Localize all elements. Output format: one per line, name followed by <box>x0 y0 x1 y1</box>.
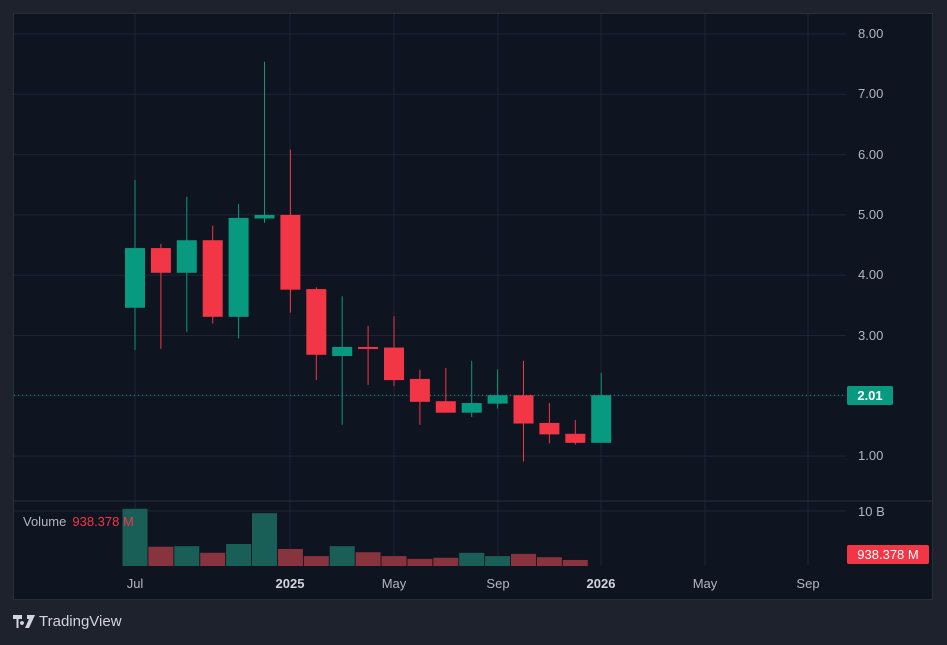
last-price-badge: 2.01 <box>847 386 893 405</box>
volume-bar <box>174 546 200 566</box>
tradingview-brand-name: TradingView <box>39 613 122 630</box>
volume-bar <box>148 546 174 566</box>
volume-bar <box>226 544 252 566</box>
volume-bar <box>252 513 277 566</box>
volume-scale-tick: 10 B <box>858 504 885 519</box>
volume-legend-label: Volume <box>23 514 67 529</box>
volume-bar <box>200 552 226 566</box>
candle[interactable] <box>409 369 430 425</box>
candle[interactable] <box>150 243 171 349</box>
volume-bar <box>122 508 148 566</box>
candle[interactable] <box>513 360 534 462</box>
time-tick-label: 2026 <box>586 576 616 591</box>
candle[interactable] <box>228 204 249 339</box>
volume-bar <box>459 552 485 566</box>
volume-legend[interactable]: Volume 938.378 M <box>23 514 134 529</box>
volume-bar <box>511 553 536 566</box>
volume-bar <box>277 548 303 566</box>
candle[interactable] <box>125 179 145 350</box>
candle[interactable] <box>332 296 353 425</box>
volume-bar <box>536 557 562 566</box>
tradingview-logo-icon <box>13 615 35 628</box>
candle[interactable] <box>435 368 456 413</box>
candle[interactable] <box>539 403 560 444</box>
price-tick-label: 3.00 <box>858 327 884 343</box>
candle[interactable] <box>461 360 482 417</box>
price-tick-label: 4.00 <box>858 267 884 283</box>
volume-legend-value: 938.378 M <box>72 514 134 529</box>
volume-bar <box>355 552 381 566</box>
volume-bar <box>485 556 511 566</box>
time-tick-label: Sep <box>796 576 820 591</box>
volume-bar <box>562 559 588 566</box>
candle[interactable] <box>358 325 379 385</box>
time-tick-label: May <box>692 576 718 591</box>
candle[interactable] <box>384 316 404 387</box>
candle[interactable] <box>306 287 327 381</box>
volume-bar <box>433 557 459 566</box>
candle[interactable] <box>487 369 508 409</box>
volume-bar <box>329 546 355 566</box>
volume-bar <box>407 558 433 566</box>
candle[interactable] <box>176 196 197 332</box>
price-tick-label: 7.00 <box>858 86 884 102</box>
volume-bar <box>303 556 329 566</box>
volume-bar <box>381 556 407 566</box>
last-volume-badge: 938.378 M <box>847 545 929 564</box>
time-tick-label: 2025 <box>275 576 305 591</box>
price-tick-label: 1.00 <box>858 448 884 464</box>
time-tick-label: May <box>381 576 407 591</box>
candle[interactable] <box>280 149 301 313</box>
candle[interactable] <box>591 372 612 443</box>
candle[interactable] <box>565 419 586 445</box>
chart-panel[interactable] <box>13 13 933 600</box>
price-tick-label: 5.00 <box>858 206 884 222</box>
time-tick-label: Sep <box>486 576 510 591</box>
tradingview-logo[interactable]: TradingView <box>13 613 122 630</box>
time-tick-label: Jul <box>126 576 144 591</box>
candle[interactable] <box>202 225 223 324</box>
price-tick-label: 6.00 <box>858 146 884 162</box>
price-tick-label: 8.00 <box>858 26 884 41</box>
candle[interactable] <box>254 61 275 223</box>
